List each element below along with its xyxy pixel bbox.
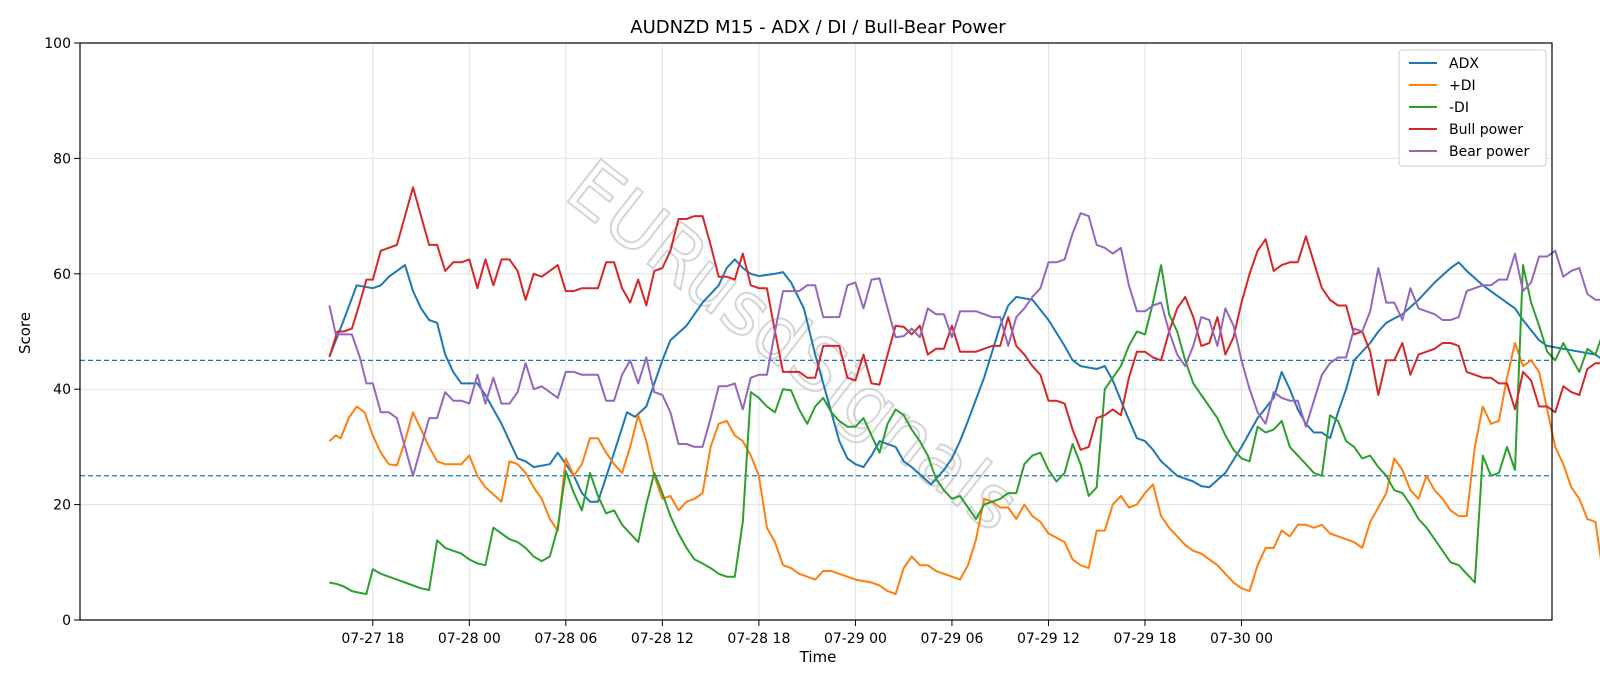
x-tick-label: 07-29 18 [1114,631,1177,647]
x-tick-label: 07-29 00 [824,631,887,647]
series-line-di [328,342,1600,595]
legend-label: Bull power [1449,122,1523,138]
x-tick-label: 07-30 00 [1210,631,1273,647]
plot-frame [79,42,1553,621]
x-tick-label: 07-27 18 [341,631,404,647]
y-tick-label: 20 [53,498,71,514]
series-layer [328,186,1600,595]
x-tick-label: 07-29 12 [1017,631,1080,647]
y-axis-label: Score [16,312,34,354]
legend-label: +DI [1449,78,1476,94]
legend: ADX +DI -DI Bull power Bear power [1398,49,1547,167]
legend-box [1398,49,1547,167]
legend-label: Bear power [1449,144,1530,160]
x-axis: 07-27 18 07-28 00 07-28 06 07-28 12 07-28 18… [341,620,1273,647]
chart-title: AUDNZD M15 - ADX / DI / Bull-Bear Power [630,17,1006,38]
y-tick-label: 0 [62,613,71,629]
series-line-di [329,264,1600,595]
x-tick-label: 07-28 06 [534,631,597,647]
x-tick-label: 07-28 12 [631,631,694,647]
legend-label: ADX [1449,56,1479,72]
y-tick-label: 100 [44,36,71,52]
x-tick-label: 07-29 06 [920,631,983,647]
x-tick-label: 07-28 00 [438,631,501,647]
y-tick-label: 60 [53,267,71,283]
series-line-adx [328,258,1600,503]
y-tick-label: 40 [53,382,71,398]
legend-label: -DI [1449,100,1469,116]
y-axis: 0 20 40 60 80 100 [44,36,80,629]
x-axis-label: Time [799,648,837,666]
y-tick-label: 80 [53,151,71,167]
series-line-bear-power [328,212,1600,477]
x-tick-label: 07-28 18 [727,631,790,647]
series-line-bull-power [328,186,1600,451]
